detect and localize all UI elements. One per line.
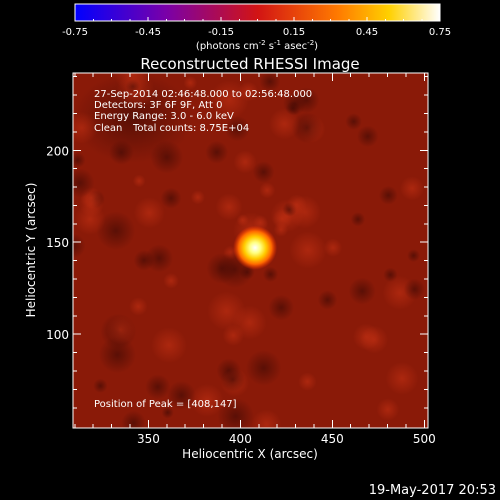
texture-blob [233,150,257,174]
unit-text: (photons cm [196,41,259,52]
colorbar-tick-label: 0.15 [283,27,305,38]
texture-blob [163,272,179,289]
texture-blob [215,193,243,221]
x-tick-label: 400 [229,432,252,446]
texture-blob [145,374,171,400]
detectors-label: Detectors: 3F 6F 9F, Att 0 [94,100,222,111]
x-tick-label: 450 [321,432,344,446]
texture-blob [273,222,289,237]
texture-blob [251,409,282,428]
y-tick-label: 150 [46,236,69,250]
texture-blob [289,231,327,269]
texture-blob [133,197,165,229]
texture-blob [399,176,425,201]
texture-blob [345,113,362,130]
texture-blob [259,73,281,93]
texture-blob [323,238,343,257]
unit-text: ) [314,41,318,52]
texture-blob [205,140,229,164]
texture-blob [150,140,184,174]
unit-exponent: -2 [259,39,266,47]
chart-title: Reconstructed RHESSI Image [140,55,359,73]
footer-timestamp: 19-May-2017 20:53 [369,483,496,498]
colorbar-tick-label: -0.75 [62,27,88,38]
colorbar-ticks [74,17,441,21]
y-tick-label: 100 [46,328,69,342]
texture-blob [403,278,426,300]
unit-exponent: -2 [307,39,314,47]
flare-source [233,225,278,270]
y-axis-ticks: 100 150 200 [46,76,428,409]
colorbar-tick-labels: -0.75 -0.45 -0.15 0.15 0.45 0.75 [62,27,451,38]
texture-blob [114,73,151,92]
texture-blob [96,211,136,251]
unit-text: asec [281,41,307,52]
colorbar [75,4,440,21]
plot-frame [72,72,429,429]
colorbar-tick-label: 0.45 [356,27,378,38]
texture-blob [209,80,249,120]
texture-blob [348,277,376,305]
method-label: Clean [94,123,122,134]
peak-position-label: Position of Peak = [408,147] [94,399,237,410]
texture-blob [407,249,421,263]
texture-blob [145,244,174,273]
texture-blob [378,185,398,205]
colorbar-unit-label: (photons cm-2 s-1 asec-2) [196,39,318,52]
annotation-block: 27-Sep-2014 02:46:48.000 to 02:56:48.000… [94,89,312,134]
texture-blob [356,125,379,148]
texture-blob [376,398,400,421]
texture-blob [252,161,275,183]
texture-blob [121,410,146,428]
heatmap-image [73,73,428,428]
texture-blob [317,290,338,310]
texture-blob [160,187,182,209]
texture-blob [360,325,389,354]
texture-blob [167,380,196,410]
texture-blob [268,108,300,140]
time-range-label: 27-Sep-2014 02:46:48.000 to 02:56:48.000 [94,89,312,100]
texture-blob [106,315,135,345]
texture-blob [385,361,419,395]
x-tick-label: 500 [413,432,436,446]
texture-blob [73,111,98,144]
y-tick-label: 200 [46,144,69,158]
texture-blob [190,383,224,418]
unit-text: s [266,41,274,52]
texture-blob [190,190,205,205]
y-axis-label: Heliocentric Y (arcsec) [24,183,38,318]
texture-blob [73,168,95,198]
texture-blob [183,75,198,90]
texture-blob [262,266,279,283]
texture-blob [268,294,295,321]
colorbar-tick-label: -0.45 [135,27,161,38]
texture-blob [73,152,86,168]
unit-exponent: -1 [274,39,281,47]
colorbar-tick-label: -0.15 [208,27,234,38]
texture-blob [217,397,255,428]
texture-blob [132,174,146,188]
texture-blob [73,233,86,259]
texture-blob [220,367,245,392]
colorbar-tick-label: 0.75 [429,27,451,38]
total-counts-label: Total counts: 8.75E+04 [132,123,249,134]
texture-blob [224,115,251,142]
texture-blob [207,291,246,331]
texture-blob [129,297,148,316]
texture-blob [259,182,276,199]
texture-blob [93,378,108,393]
texture-blob [150,327,187,364]
texture-blob [298,372,317,391]
energy-range-label: Energy Range: 3.0 - 6.0 keV [94,111,234,122]
texture-blob [286,194,308,215]
x-axis-ticks: 350 400 450 500 [74,73,436,446]
texture-blob [108,140,134,165]
x-tick-label: 350 [137,432,160,446]
texture-blob [161,406,174,419]
x-axis-label: Heliocentric X (arcsec) [182,447,318,461]
texture-blob [245,350,282,386]
texture-blob [350,212,366,227]
